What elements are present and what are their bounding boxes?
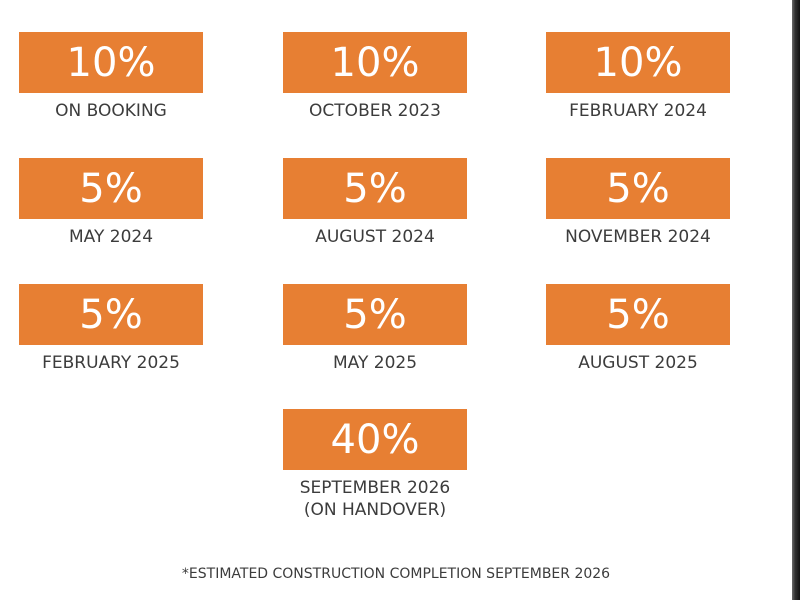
payment-milestone: 5% AUGUST 2024	[283, 158, 467, 248]
percent-badge: 40%	[283, 409, 467, 470]
milestone-label: ON BOOKING	[19, 100, 203, 122]
milestone-label-text: SEPTEMBER 2026	[299, 478, 451, 498]
milestone-label: NOVEMBER 2024	[546, 226, 730, 248]
milestone-label-text: ON BOOKING	[55, 101, 167, 121]
completion-footnote: *ESTIMATED CONSTRUCTION COMPLETION SEPTE…	[181, 566, 611, 582]
percent-badge: 5%	[546, 158, 730, 219]
milestone-label: SEPTEMBER 2026 (ON HANDOVER)	[283, 477, 467, 521]
milestone-label-text: NOVEMBER 2024	[565, 227, 711, 247]
milestone-label: AUGUST 2024	[283, 226, 467, 248]
percent-badge: 5%	[283, 158, 467, 219]
percent-badge: 5%	[283, 284, 467, 345]
milestone-label: OCTOBER 2023	[283, 100, 467, 122]
percent-badge: 5%	[546, 284, 730, 345]
payment-milestone-handover: 40% SEPTEMBER 2026 (ON HANDOVER)	[283, 409, 467, 521]
percent-badge: 5%	[19, 158, 203, 219]
percent-badge: 10%	[283, 32, 467, 93]
milestone-label: FEBRUARY 2024	[546, 100, 730, 122]
percent-badge: 10%	[19, 32, 203, 93]
payment-milestone: 10% FEBRUARY 2024	[546, 32, 730, 122]
milestone-label-text: AUGUST 2024	[315, 227, 435, 247]
milestone-label-text: OCTOBER 2023	[309, 101, 441, 121]
milestone-label: FEBRUARY 2025	[19, 352, 203, 374]
payment-milestone: 5% AUGUST 2025	[546, 284, 730, 374]
payment-milestone: 5% FEBRUARY 2025	[19, 284, 203, 374]
percent-badge: 10%	[546, 32, 730, 93]
milestone-label-text: MAY 2025	[332, 353, 418, 373]
percent-badge: 5%	[19, 284, 203, 345]
payment-milestone: 10% OCTOBER 2023	[283, 32, 467, 122]
payment-milestone: 10% ON BOOKING	[19, 32, 203, 122]
payment-milestone: 5% MAY 2024	[19, 158, 203, 248]
milestone-label: MAY 2024	[19, 226, 203, 248]
milestone-label-subtext: (ON HANDOVER)	[303, 500, 447, 520]
milestone-label-text: AUGUST 2025	[578, 353, 698, 373]
milestone-label: MAY 2025	[283, 352, 467, 374]
milestone-label: AUGUST 2025	[546, 352, 730, 374]
milestone-label-text: MAY 2024	[68, 227, 154, 247]
payment-milestone: 5% NOVEMBER 2024	[546, 158, 730, 248]
page-edge-shadow	[792, 0, 800, 600]
payment-milestone: 5% MAY 2025	[283, 284, 467, 374]
milestone-label-text: FEBRUARY 2025	[42, 353, 180, 373]
milestone-label-text: FEBRUARY 2024	[569, 101, 707, 121]
